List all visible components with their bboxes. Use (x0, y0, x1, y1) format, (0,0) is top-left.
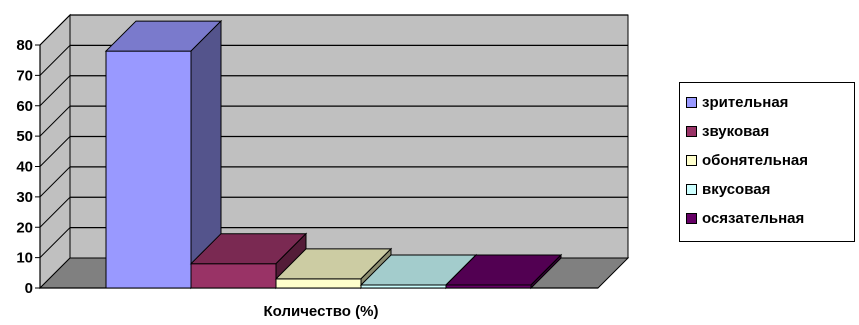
legend-swatch (686, 125, 697, 137)
y-tick-label: 10 (16, 250, 33, 267)
legend-label: зрительная (702, 93, 789, 111)
bar-5 (444, 253, 563, 290)
gridline-side (39, 196, 71, 228)
legend-label: обонятельная (702, 151, 808, 169)
x-axis-title: Количество (%) (264, 303, 379, 320)
legend-label: вкусовая (702, 180, 771, 198)
legend-label: осязательная (702, 209, 805, 227)
legend-item: звуковая (686, 121, 769, 141)
bar-2 (189, 232, 308, 290)
gridline-side (39, 45, 71, 76)
y-tick-label: 80 (16, 37, 33, 54)
legend-swatch (686, 183, 697, 195)
chart-bars (104, 19, 563, 290)
legend-item: вкусовая (686, 179, 770, 199)
legend-swatch (686, 154, 697, 166)
legend-item: осязательная (686, 208, 804, 228)
y-tick-label: 20 (16, 219, 33, 236)
gridline-side (39, 14, 71, 46)
gridline-side (39, 166, 71, 198)
gridline-side (39, 75, 71, 107)
legend-item: зрительная (686, 92, 788, 112)
y-tick-label: 40 (16, 159, 33, 176)
y-tick-label: 60 (16, 98, 33, 115)
legend-swatch (686, 96, 697, 108)
y-tick-label: 50 (16, 128, 33, 145)
bar-front (105, 50, 192, 289)
legend-item: обонятельная (686, 150, 808, 170)
y-tick-labels: 0 10 20 30 40 50 60 70 80 (16, 37, 33, 297)
bar-front (190, 263, 277, 289)
y-tick-label: 70 (16, 67, 33, 84)
gridline-side (39, 136, 71, 167)
legend-swatch (686, 212, 697, 224)
chart-legend: зрительная звуковая обонятельная вкусовая ос… (679, 82, 855, 242)
gridline-side (39, 105, 71, 137)
y-tick-label: 30 (16, 189, 33, 206)
bar-front (275, 278, 362, 289)
y-tick-label: 0 (25, 280, 33, 297)
bar-side (530, 253, 562, 290)
gridline-side (39, 227, 71, 258)
bar-1 (104, 19, 223, 290)
legend-label: звуковая (702, 122, 770, 140)
